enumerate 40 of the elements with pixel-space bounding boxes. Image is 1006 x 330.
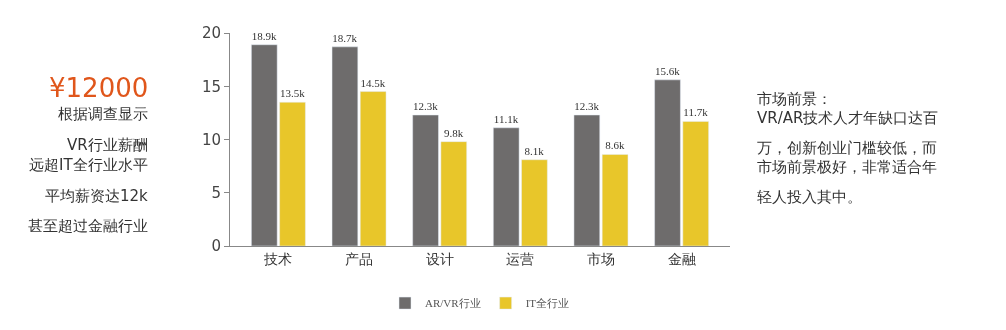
x-tick-label: 市场 <box>586 250 615 267</box>
text: VR行业薪酬 <box>67 136 148 154</box>
y-tick-label: 20 <box>201 24 221 43</box>
text: ¥12000 <box>49 73 149 103</box>
data-label: 15.6k <box>654 64 681 77</box>
text: 甚至超过金融行业 <box>28 217 148 235</box>
x-tick-label: 产品 <box>345 250 374 267</box>
x-tick-label: 运营 <box>506 250 535 267</box>
bar <box>331 46 359 246</box>
data-label: 18.7k <box>332 31 358 44</box>
data-label: 11.7k <box>683 106 709 119</box>
text: 平均薪资达12k <box>45 187 149 205</box>
data-label: 12.3k <box>412 100 439 113</box>
data-label: 14.5k <box>360 76 386 89</box>
bar <box>359 91 387 246</box>
data-label: 18.9k <box>251 29 277 42</box>
y-tick-label: 5 <box>211 184 221 202</box>
bar <box>601 154 629 246</box>
legend-label: AR/VR行业 <box>425 297 481 310</box>
x-tick-label: 设计 <box>425 250 454 267</box>
text: 市场前景极好，非常适合年 <box>757 158 937 176</box>
bar <box>573 114 601 246</box>
y-tick-label: 15 <box>201 77 221 96</box>
text: VR/AR技术人才年缺口达百 <box>757 109 939 127</box>
text: 根据调查显示 <box>58 105 148 123</box>
text: 轻人投入其中。 <box>757 188 862 206</box>
y-tick-label: 10 <box>201 130 221 149</box>
data-label: 8.6k <box>605 139 625 152</box>
data-label: 12.3k <box>574 100 600 113</box>
data-label: 11.1k <box>493 112 519 125</box>
y-tick-label: 0 <box>211 237 221 256</box>
data-label: 9.8k <box>443 126 464 139</box>
x-tick-label: 技术 <box>263 250 293 267</box>
x-tick-label: 金融 <box>667 250 696 267</box>
text: 市场前景： <box>757 90 832 108</box>
data-label: 13.5k <box>279 87 306 100</box>
text: 万，创新创业门槛较低，而 <box>757 139 937 157</box>
text: 远超IT全行业水平 <box>29 156 148 174</box>
legend-label: IT全行业 <box>525 297 570 310</box>
data-label: 8.1k <box>524 144 545 157</box>
